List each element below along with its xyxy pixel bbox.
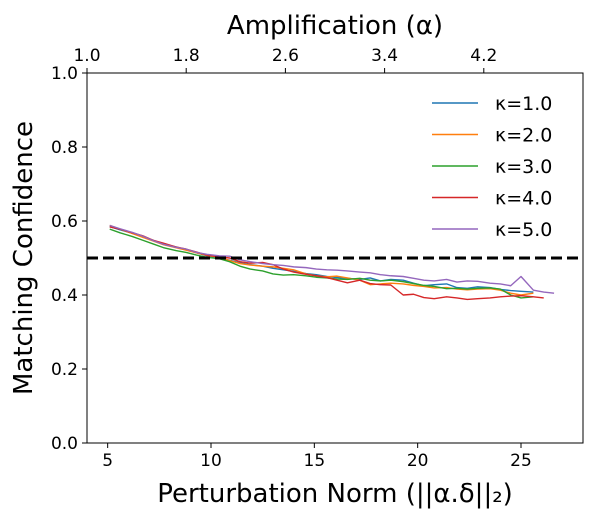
legend: κ=1.0 κ=2.0 κ=3.0 κ=4.0 κ=5.0 (432, 93, 552, 241)
legend-label-3: κ=3.0 (495, 156, 552, 178)
y-tick-label: 0.0 (51, 434, 78, 454)
y-tick-label: 1.0 (51, 64, 78, 84)
top-x-tick-label: 4.2 (470, 46, 497, 66)
x-tick-label: 15 (304, 451, 326, 471)
series-layer (109, 224, 555, 301)
y-tick-label: 0.4 (51, 286, 78, 306)
series-line-5 (109, 224, 555, 294)
x-tick-label: 20 (407, 451, 429, 471)
x-tick-label: 5 (102, 451, 113, 471)
plot-frame (86, 72, 584, 444)
legend-label-2: κ=2.0 (495, 125, 552, 147)
y-axis-title: Matching Confidence (9, 121, 39, 395)
y-tick-label: 0.2 (51, 360, 78, 380)
y-tick-label: 0.8 (51, 138, 78, 158)
x-axis-title: Perturbation Norm (||α.δ||₂) (157, 479, 513, 509)
x-tick-label: 10 (200, 451, 222, 471)
x-tick-label: 25 (510, 451, 532, 471)
legend-label-5: κ=5.0 (495, 219, 552, 241)
y-tick-label: 0.6 (51, 212, 78, 232)
top-x-tick-label: 2.6 (272, 46, 299, 66)
top-x-tick-label: 1.8 (173, 46, 200, 66)
top-x-tick-label: 3.4 (371, 46, 398, 66)
top-x-tick-label: 1.0 (73, 46, 100, 66)
legend-label-4: κ=4.0 (495, 188, 552, 210)
ticks-layer: 5 10 15 20 25 0.0 0.2 0.4 0.6 0.8 1.01.0 1.8 2.6 3.4 4… (51, 46, 532, 471)
series-line-3 (109, 228, 534, 299)
top-x-axis-title: Amplification (α) (227, 11, 443, 41)
legend-label-1: κ=1.0 (495, 93, 552, 115)
